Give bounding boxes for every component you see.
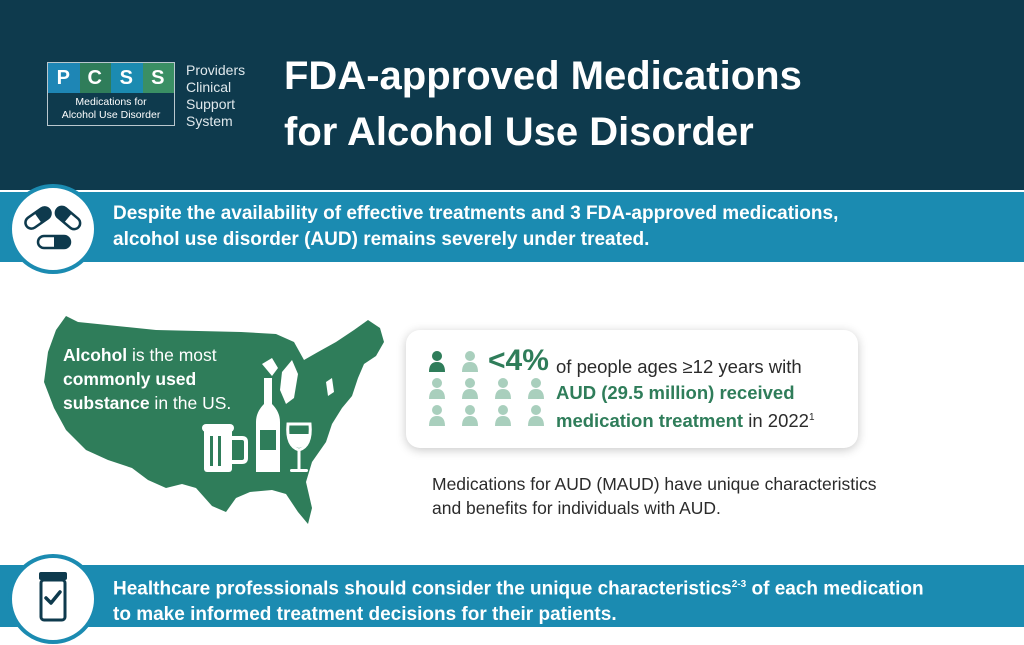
banner1-line1: Despite the availability of effective tr… [113, 203, 839, 224]
beer-mug-icon [202, 424, 248, 472]
map-text-line3: substance in the US. [63, 391, 231, 415]
logo-subtitle: Medications for Alcohol Use Disorder [48, 93, 174, 122]
consider-banner-text: Healthcare professionals should consider… [113, 572, 924, 628]
maud-line2: and benefits for individuals with AUD. [432, 498, 721, 518]
map-text-bold2: commonly used [63, 369, 197, 389]
logo-letter-p: P [48, 63, 80, 93]
consider-banner: Healthcare professionals should consider… [0, 565, 1024, 627]
stat-line1: of people ages ≥12 years with [556, 356, 802, 377]
people-grid-icon [429, 351, 544, 426]
map-text-rest3: in the US. [149, 393, 232, 413]
page-title-line2: for Alcohol Use Disorder [284, 110, 754, 154]
banner2-pre: Healthcare professionals should consider… [113, 578, 732, 600]
banner2-sup: 2-3 [731, 579, 747, 590]
page-title-line1: FDA-approved Medications [284, 54, 802, 98]
logo-side-line4: System [186, 113, 233, 129]
stat-line3-bold: medication treatment [556, 410, 744, 432]
logo-subtitle-line2: Alcohol Use Disorder [61, 109, 161, 121]
stat-line2: AUD (29.5 million) received [556, 381, 795, 405]
stat-percentage: <4% [488, 344, 549, 377]
maud-line1: Medications for AUD (MAUD) have unique c… [432, 474, 877, 494]
map-text-bold1: Alcohol [63, 345, 128, 365]
logo-side-line1: Providers [186, 62, 246, 78]
banner2-post: of each medication [746, 578, 924, 600]
logo-letter-s1: S [111, 63, 143, 93]
undertreated-banner-text: Despite the availability of effective tr… [113, 201, 838, 253]
logo-side-text: Providers Clinical Support System [186, 62, 245, 130]
logo-side-line3: Support [186, 96, 236, 112]
stat-line2-bold: AUD (29.5 million) received [556, 382, 795, 403]
banner2-line2: to make informed treatment decisions for… [113, 604, 617, 626]
stat-line3-sup: 1 [808, 412, 815, 423]
map-text-bold3: substance [63, 393, 150, 413]
banner1-line2: alcohol use disorder (AUD) remains sever… [113, 229, 650, 250]
page-title: FDA-approved Medications for Alcohol Use… [284, 48, 802, 160]
bottle-icon [256, 378, 280, 472]
map-text-line2: commonly used [63, 367, 231, 391]
banner2-line1: Healthcare professionals should consider… [113, 572, 924, 602]
wine-glass-icon [286, 422, 312, 472]
undertreated-banner: Despite the availability of effective tr… [0, 192, 1024, 262]
alcohol-substance-text: Alcohol is the most commonly used substa… [63, 343, 231, 415]
map-text-rest1: is the most [127, 345, 217, 365]
pcss-logo: P C S S Medications for Alcohol Use Diso… [47, 62, 175, 126]
logo-subtitle-line1: Medications for [75, 96, 147, 108]
map-text-line1: Alcohol is the most [63, 343, 231, 367]
pill-bottle-check-icon [8, 554, 98, 644]
logo-letter-s2: S [142, 63, 174, 93]
header: P C S S Medications for Alcohol Use Diso… [0, 0, 1024, 190]
pill-capsules-icon [8, 184, 98, 274]
logo-letter-c: C [79, 63, 111, 93]
logo-side-line2: Clinical [186, 79, 232, 95]
stat-line3: medication treatment in 20221 [556, 406, 815, 433]
maud-text: Medications for AUD (MAUD) have unique c… [432, 472, 876, 520]
stat-line3-rest: in 2022 [743, 410, 809, 432]
statistic-callout [406, 330, 858, 448]
